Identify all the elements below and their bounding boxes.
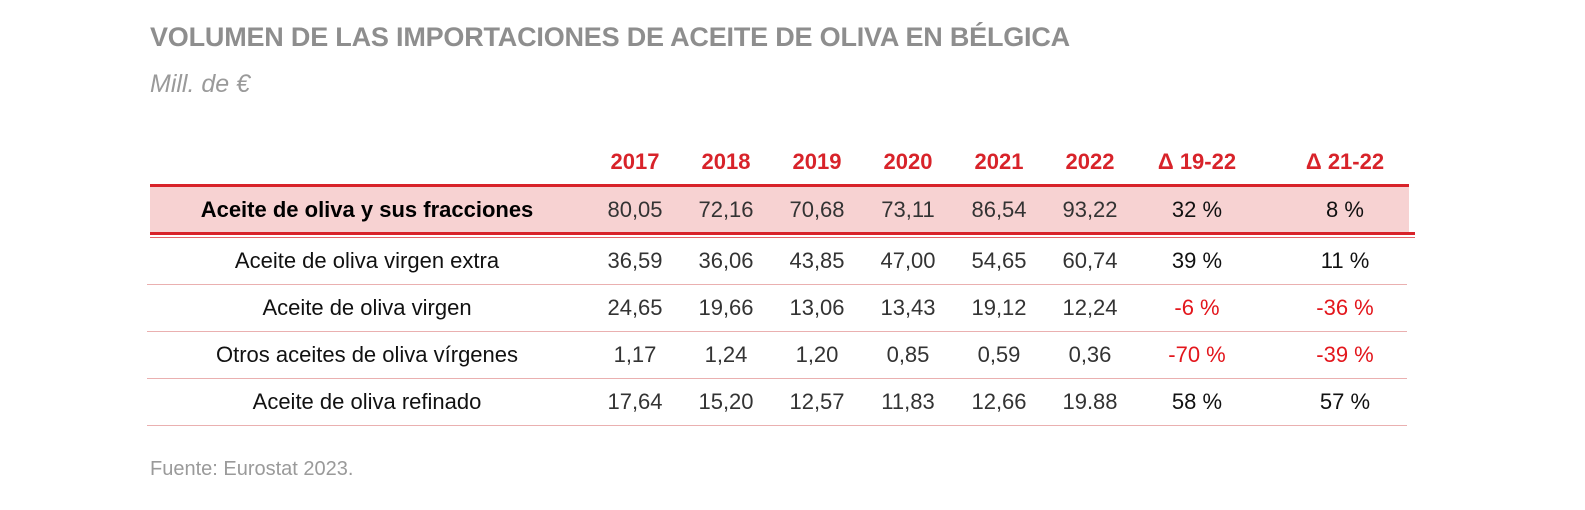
change-cell: 8 % bbox=[1326, 196, 1364, 222]
change-cell: -36 % bbox=[1316, 295, 1374, 320]
value-cell: 12,66 bbox=[971, 389, 1027, 414]
column-header: 2018 bbox=[701, 149, 751, 174]
page-title: VOLUMEN DE LAS IMPORTACIONES DE ACEITE D… bbox=[150, 22, 1070, 52]
value-cell: 24,65 bbox=[607, 295, 663, 320]
value-cell: 73,11 bbox=[881, 196, 935, 222]
column-header: 2019 bbox=[792, 149, 842, 174]
value-cell: 1,17 bbox=[613, 342, 657, 367]
change-cell: 32 % bbox=[1171, 196, 1223, 222]
value-cell: 15,20 bbox=[698, 389, 754, 414]
value-cell: 12,57 bbox=[789, 389, 845, 414]
value-cell: 54,65 bbox=[971, 248, 1027, 273]
value-cell: 13,06 bbox=[789, 295, 845, 320]
change-cell: 39 % bbox=[1171, 248, 1223, 273]
column-header: Δ 21-22 bbox=[1305, 149, 1385, 174]
row-label: Aceite de oliva virgen bbox=[262, 295, 472, 320]
table-row: Aceite de oliva virgen 24,65 19,66 13,06 13,… bbox=[147, 285, 1407, 332]
column-header: 2020 bbox=[883, 149, 933, 174]
change-cell: -39 % bbox=[1316, 342, 1374, 367]
value-cell: 86,54 bbox=[971, 196, 1027, 222]
change-cell: 57 % bbox=[1319, 389, 1371, 414]
value-cell: 17,64 bbox=[607, 389, 663, 414]
value-cell: 0,36 bbox=[1068, 342, 1112, 367]
column-header: 2017 bbox=[610, 149, 660, 174]
table-row: Aceite de oliva virgen extra 36,59 36,06 43… bbox=[147, 238, 1407, 285]
value-cell: 13,43 bbox=[880, 295, 936, 320]
value-cell: 1,24 bbox=[704, 342, 748, 367]
change-cell: 11 % bbox=[1320, 248, 1370, 273]
value-cell: 19.88 bbox=[1062, 389, 1118, 414]
column-header: Δ 19-22 bbox=[1157, 149, 1237, 174]
value-cell: 19,66 bbox=[698, 295, 754, 320]
value-cell: 0,59 bbox=[977, 342, 1021, 367]
value-cell: 43,85 bbox=[789, 248, 845, 273]
value-cell: 70,68 bbox=[789, 196, 845, 222]
column-header: 2022 bbox=[1065, 149, 1115, 174]
header-row: 2017 2018 2019 2020 2021 2022 Δ 19-22 Δ 21-22 bbox=[150, 140, 1415, 184]
change-cell: -6 % bbox=[1174, 295, 1220, 320]
value-cell: 36,59 bbox=[607, 248, 663, 273]
source-note: Fuente: Eurostat 2023. bbox=[150, 458, 354, 480]
value-cell: 36,06 bbox=[698, 248, 754, 273]
value-cell: 80,05 bbox=[607, 196, 663, 222]
total-row: Aceite de oliva y sus fracciones 80,05 72,… bbox=[150, 184, 1409, 232]
value-cell: 93,22 bbox=[1062, 196, 1118, 222]
value-cell: 1,20 bbox=[795, 342, 839, 367]
column-header: 2021 bbox=[974, 149, 1024, 174]
value-cell: 11,83 bbox=[881, 389, 935, 414]
divider bbox=[150, 232, 1415, 235]
row-label: Aceite de oliva refinado bbox=[252, 389, 482, 414]
row-label: Aceite de oliva virgen extra bbox=[234, 248, 500, 273]
value-cell: 47,00 bbox=[880, 248, 936, 273]
row-label: Aceite de oliva y sus fracciones bbox=[200, 196, 534, 222]
value-cell: 0,85 bbox=[886, 342, 930, 367]
page-subtitle: Mill. de € bbox=[150, 70, 251, 98]
change-cell: 58 % bbox=[1171, 389, 1223, 414]
value-cell: 60,74 bbox=[1062, 248, 1118, 273]
row-label: Otros aceites de oliva vírgenes bbox=[215, 342, 519, 367]
divider bbox=[150, 237, 1415, 238]
change-cell: -70 % bbox=[1168, 342, 1226, 367]
table-row: Otros aceites de oliva vírgenes 1,17 1,24 1… bbox=[147, 332, 1407, 379]
value-cell: 72,16 bbox=[698, 196, 754, 222]
imports-table: 2017 2018 2019 2020 2021 2022 Δ 19-22 Δ 21-22 A… bbox=[147, 140, 1415, 426]
value-cell: 12,24 bbox=[1062, 295, 1118, 320]
value-cell: 19,12 bbox=[971, 295, 1027, 320]
table-row: Aceite de oliva refinado 17,64 15,20 12,57 1… bbox=[147, 379, 1407, 426]
